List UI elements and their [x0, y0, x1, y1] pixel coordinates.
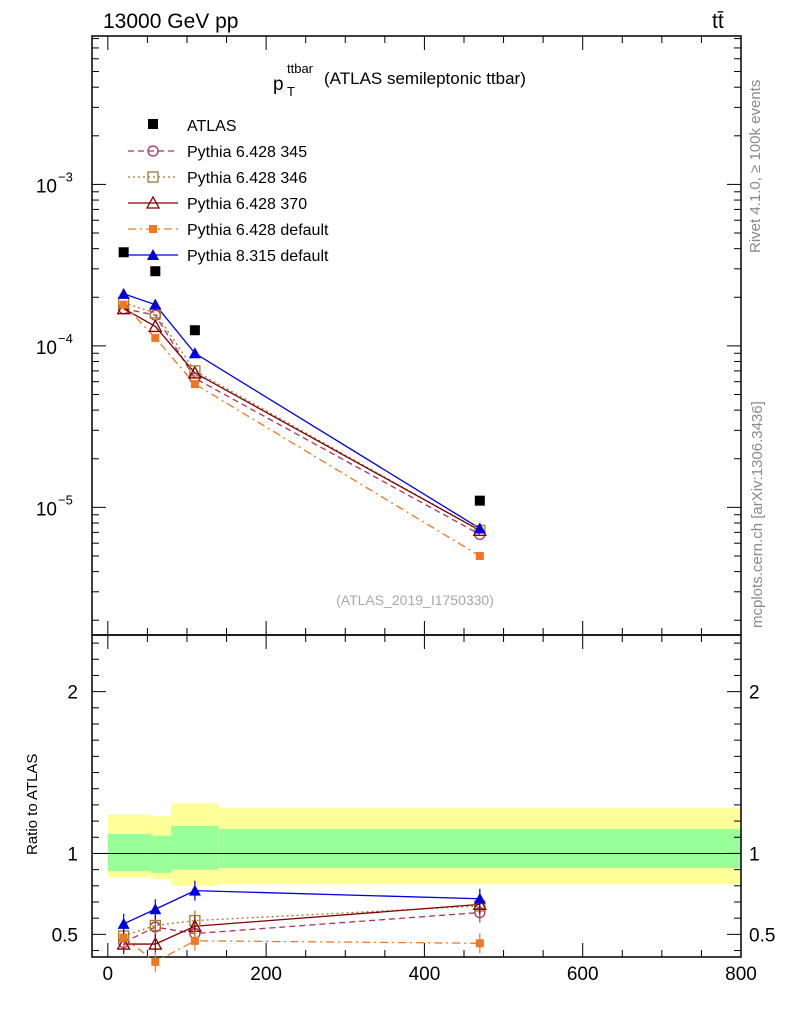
rivet-version-label: Rivet 4.1.0, ≥ 100k events [747, 80, 764, 253]
x-tick-label: 400 [409, 964, 441, 985]
chart-title-subscript: T [287, 84, 295, 99]
chart-title-rest: (ATLAS semileptonic ttbar) [324, 69, 526, 88]
atlas-data-point [150, 266, 161, 277]
legend-label-atlas: ATLAS [187, 118, 237, 135]
ratio-line-2 [123, 903, 480, 945]
y-tick-label-base: 10 [36, 176, 57, 197]
series-point-4 [149, 298, 162, 310]
legend-label-1: Pythia 6.428 346 [187, 170, 307, 187]
ratio-point-3 [119, 933, 128, 942]
ratio-line-3 [123, 937, 480, 963]
ratio-point-1 [149, 919, 161, 932]
ratio-stat-band-1 [151, 835, 172, 873]
ratio-line-4 [123, 890, 480, 925]
legend-marker-atlas [148, 119, 158, 129]
process-label: tt̄ [712, 10, 724, 33]
legend-marker-0 [147, 145, 159, 157]
y-tick-label-base: 10 [36, 499, 57, 520]
series-point-3 [151, 333, 160, 342]
series-line-1 [123, 302, 481, 531]
collision-label: 13000 GeV pp [103, 10, 238, 33]
y-tick-label-exponent: −3 [58, 169, 73, 184]
series-lines [123, 293, 481, 963]
ratio-line-0 [123, 911, 480, 944]
ratio-point-3 [190, 936, 199, 945]
legend-label-3: Pythia 6.428 default [187, 222, 329, 239]
x-tick-label: 0 [103, 964, 114, 985]
series-markers [116, 247, 487, 972]
ratio-line-1 [123, 905, 480, 937]
ratio-point-4 [149, 903, 162, 915]
legend-label-2: Pythia 6.428 370 [187, 196, 307, 213]
ratio-point-3 [475, 939, 484, 948]
ratio-stat-band-0 [107, 834, 152, 872]
x-tick-label: 800 [725, 964, 757, 985]
ratio-y-tick-label-right: 2 [749, 683, 760, 704]
legend: ATLAS Pythia 6.428 345 Pythia 6.428 346 Pyt… [128, 118, 329, 265]
ratio-point-4 [473, 892, 486, 904]
ratio-y-tick-label-right: 1 [749, 844, 760, 865]
atlas-data-point [118, 247, 129, 258]
ratio-y-tick-label-left: 0.5 [52, 925, 78, 946]
series-point-2 [187, 365, 202, 379]
ratio-point-2 [116, 936, 131, 950]
y-tick-label-exponent: −4 [58, 331, 73, 346]
ratio-point-4 [188, 884, 201, 896]
ratio-stat-band-2 [171, 825, 219, 870]
series-point-3 [190, 380, 199, 389]
x-tick-label: 200 [250, 964, 282, 985]
ratio-y-tick-label-right: 0.5 [749, 925, 775, 946]
atlas-data-point [189, 325, 200, 336]
mcplots-reference-label: mcplots.cern.ch [arXiv:1306.3436] [749, 401, 766, 628]
analysis-id-label: (ATLAS_2019_I1750330) [336, 592, 494, 608]
ratio-stat-band-3 [218, 829, 741, 869]
legend-label-0: Pythia 6.428 345 [187, 144, 307, 161]
ratio-point-2 [472, 897, 487, 911]
series-line-2 [123, 308, 481, 531]
ratio-plot-frame [91, 634, 742, 958]
legend-marker-3 [149, 225, 157, 233]
legend-label-4: Pythia 8.315 default [187, 248, 329, 265]
ratio-uncertainty-bands [92, 803, 741, 886]
plot-frames [91, 35, 742, 958]
x-tick-label: 600 [567, 964, 599, 985]
y-tick-label-exponent: −5 [58, 492, 73, 507]
series-point-4 [117, 287, 130, 299]
series-point-4 [188, 347, 201, 359]
series-point-4 [473, 522, 486, 534]
ratio-y-tick-label-left: 2 [67, 683, 78, 704]
ratio-point-3 [151, 957, 160, 966]
atlas-data-point [474, 495, 485, 506]
chart-title-main: p [273, 74, 284, 95]
series-line-3 [123, 304, 481, 557]
y-tick-label-base: 10 [36, 338, 57, 359]
legend-marker-2 [145, 195, 161, 209]
series-point-3 [119, 300, 128, 309]
legend-marker-4 [147, 249, 159, 260]
legend-marker-1 [147, 171, 159, 183]
ratio-point-2 [148, 936, 163, 950]
ratio-point-4 [117, 917, 130, 929]
ratio-y-tick-label-left: 1 [67, 844, 78, 865]
series-line-4 [123, 293, 481, 530]
series-point-3 [475, 551, 484, 560]
ratio-axis-label: Ratio to ATLAS [24, 754, 41, 855]
series-point-2 [148, 319, 163, 333]
chart-title-superscript: ttbar [287, 61, 314, 76]
